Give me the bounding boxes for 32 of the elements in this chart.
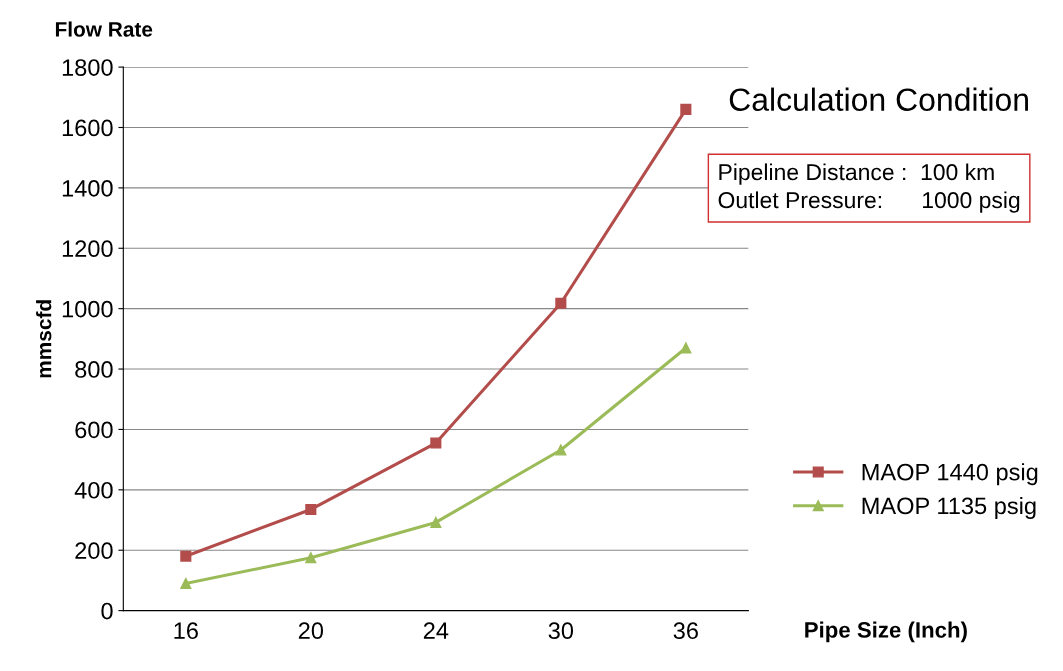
point: [180, 577, 192, 589]
point: [555, 297, 567, 309]
y-tick-label: 1600: [62, 119, 113, 137]
point: [430, 437, 442, 449]
y-tick-label: 1800: [62, 59, 113, 76]
y-tick-label: 1200: [62, 240, 113, 258]
y-tick-label: 800: [75, 361, 113, 378]
x-tick-label: 20: [298, 622, 324, 640]
x-tick-label: 24: [423, 622, 449, 639]
y-tick-label: 1000: [62, 300, 113, 318]
y-tick-label: 400: [74, 481, 113, 499]
y-tick-label: 0: [101, 602, 113, 620]
y-tick-label: 600: [75, 421, 113, 439]
y-axis-title: mmscfd: [36, 300, 52, 378]
point: [305, 552, 317, 564]
y-tick-label: 1400: [62, 179, 113, 197]
x-tick-label: 16: [174, 622, 198, 640]
y-tick-label: 200: [75, 542, 113, 560]
point: [680, 103, 692, 115]
point: [555, 444, 567, 456]
point: [680, 342, 692, 354]
legend-label: MAOP 1135 psig: [862, 496, 1036, 519]
point: [180, 550, 192, 562]
annotation: Pipeline Distance : 100 km Outlet Pressure: 1000 psig: [718, 163, 1020, 213]
point: [305, 503, 317, 516]
chart-title: Flow Rate: [55, 21, 153, 37]
x-axis-title: Pipe Size (Inch): [805, 621, 967, 643]
legend-label: MAOP 1440 psig: [862, 463, 1038, 486]
annotation: Calculation Condition: [729, 87, 1028, 112]
x-tick-label: 30: [548, 622, 574, 640]
point: [430, 516, 442, 528]
x-tick-label: 36: [673, 622, 698, 640]
